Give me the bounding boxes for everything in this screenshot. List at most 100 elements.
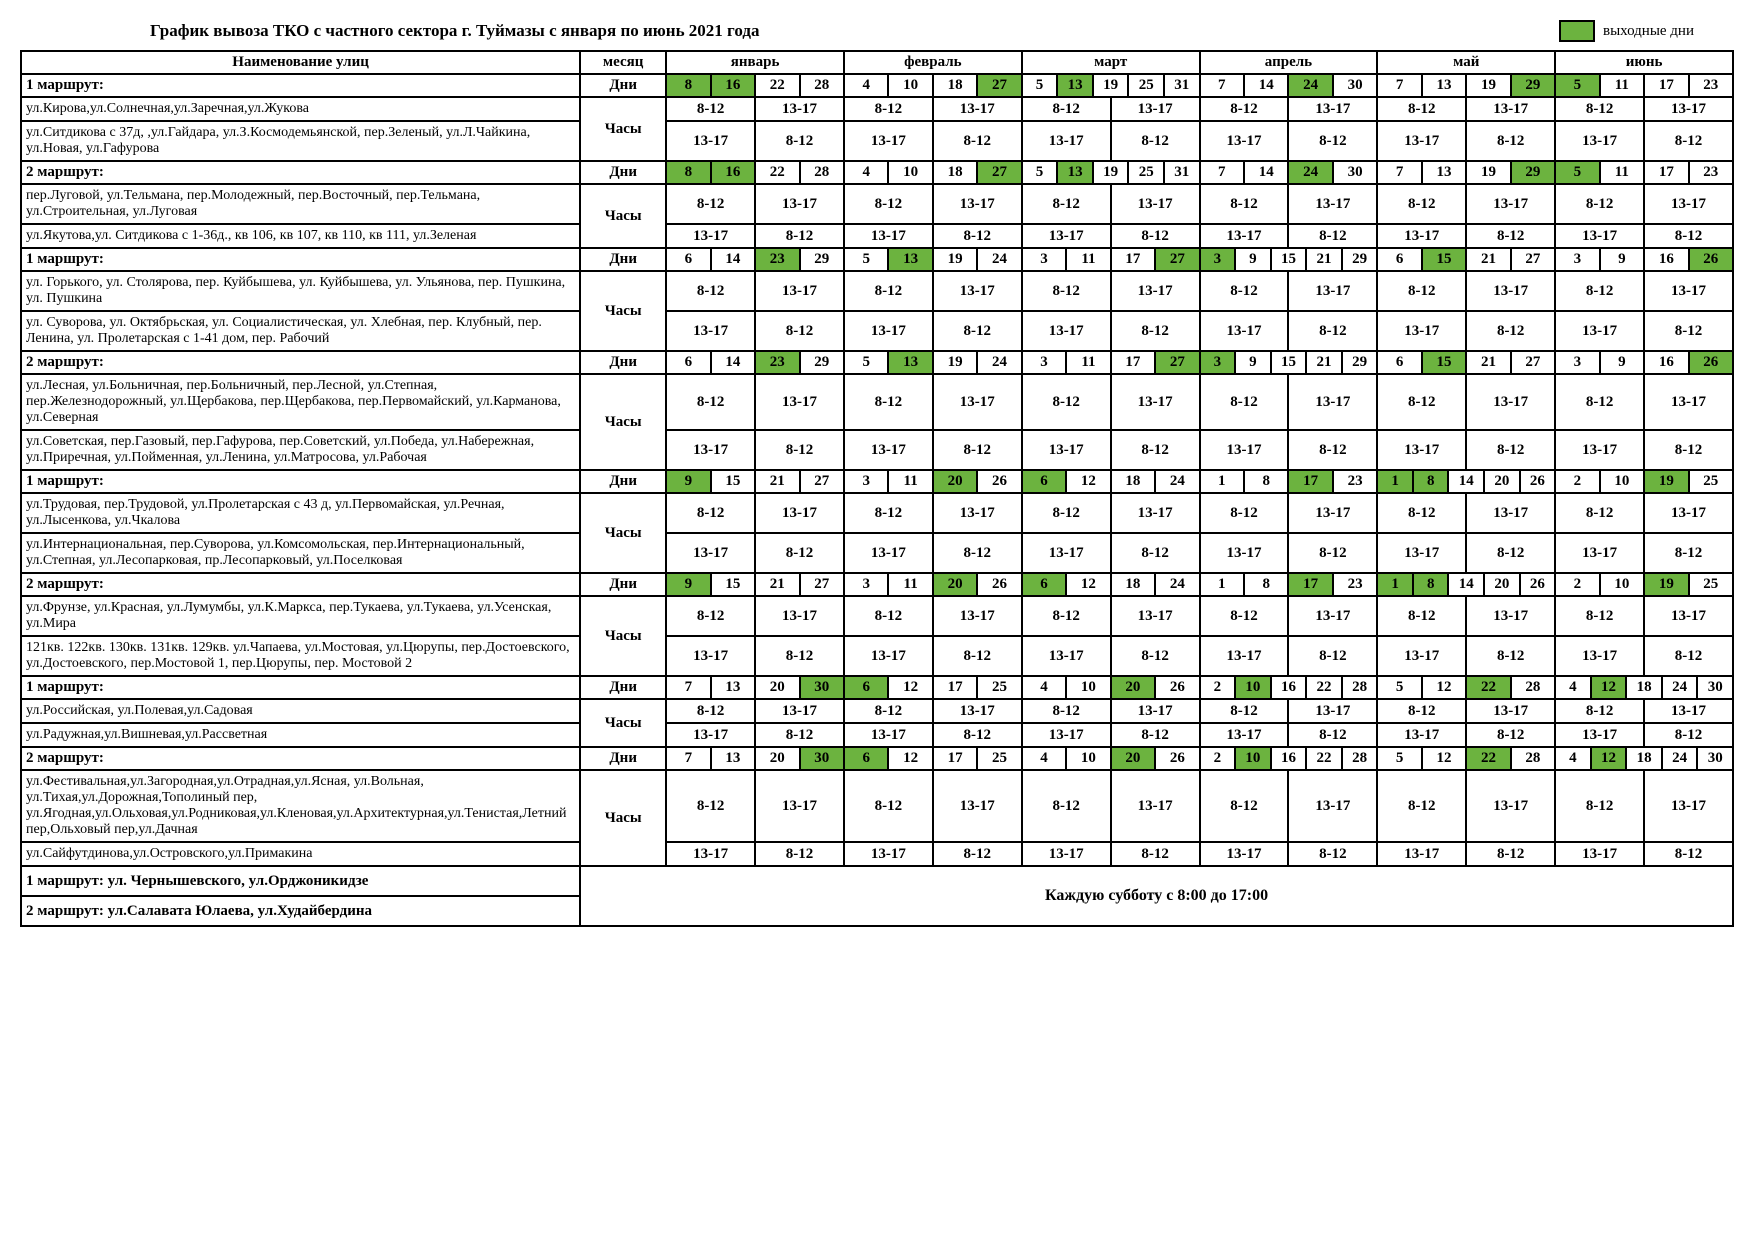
day-cell: 16 <box>712 75 756 96</box>
day-cell: 14 <box>1245 162 1289 183</box>
day-cell: 18 <box>934 75 978 96</box>
hours-cell: 13-17 <box>1200 842 1289 866</box>
hours-cell: 13-17 <box>1377 224 1466 248</box>
header-may: май <box>1377 51 1555 74</box>
day-cell: 3 <box>1556 352 1600 373</box>
days-label: Дни <box>580 248 666 271</box>
day-cell: 17 <box>1112 249 1156 270</box>
hours-cell: 13-17 <box>1555 224 1644 248</box>
day-cell: 18 <box>1627 748 1663 769</box>
day-cell: 29 <box>1343 249 1377 270</box>
hours-cell: 8-12 <box>1377 770 1466 842</box>
day-cell: 20 <box>756 677 800 698</box>
hours-cell: 13-17 <box>844 533 933 573</box>
hours-cell: 8-12 <box>844 770 933 842</box>
hours-cell: 13-17 <box>1111 699 1200 723</box>
day-cell: 4 <box>1556 748 1592 769</box>
day-cell: 31 <box>1165 75 1199 96</box>
hours-cell: 13-17 <box>1022 533 1111 573</box>
day-cell: 18 <box>934 162 978 183</box>
hours-cell: 13-17 <box>1200 430 1289 470</box>
day-cell: 7 <box>667 677 711 698</box>
day-cell: 30 <box>1698 677 1732 698</box>
day-cell: 5 <box>845 352 889 373</box>
hours-cell: 13-17 <box>1555 636 1644 676</box>
day-cell: 4 <box>1556 677 1592 698</box>
day-cell: 17 <box>934 677 978 698</box>
hours-cell: 13-17 <box>755 770 844 842</box>
day-cell: 18 <box>1112 574 1156 595</box>
hours-cell: 13-17 <box>1111 184 1200 224</box>
hours-cell: 13-17 <box>1644 596 1733 636</box>
day-cell: 23 <box>1690 162 1732 183</box>
day-cell: 24 <box>1289 162 1333 183</box>
day-cell: 16 <box>1645 249 1689 270</box>
days-group: 7131929 <box>1377 161 1555 184</box>
day-cell: 13 <box>889 249 933 270</box>
hours-cell: 8-12 <box>1022 374 1111 430</box>
hours-cell: 8-12 <box>844 271 933 311</box>
hours-cell: 13-17 <box>1377 842 1466 866</box>
day-cell: 27 <box>1156 249 1198 270</box>
day-cell: 14 <box>712 352 756 373</box>
days-group: 391626 <box>1555 351 1733 374</box>
day-cell: 19 <box>934 352 978 373</box>
hours-cell: 13-17 <box>1288 184 1377 224</box>
day-cell: 22 <box>756 75 800 96</box>
hours-cell: 8-12 <box>1466 224 1555 248</box>
hours-cell: 8-12 <box>1288 636 1377 676</box>
day-cell: 28 <box>1343 677 1377 698</box>
day-cell: 10 <box>1601 574 1645 595</box>
hours-cell: 8-12 <box>1644 723 1733 747</box>
day-cell: 14 <box>1449 574 1485 595</box>
days-group: 6152127 <box>1377 248 1555 271</box>
day-cell: 19 <box>1645 471 1689 492</box>
hours-cell: 13-17 <box>933 770 1022 842</box>
day-cell: 7 <box>667 748 711 769</box>
day-cell: 20 <box>1485 471 1521 492</box>
hours-cell: 13-17 <box>844 636 933 676</box>
hours-cell: 13-17 <box>1200 533 1289 573</box>
day-cell: 9 <box>667 574 711 595</box>
day-cell: 26 <box>978 574 1020 595</box>
hours-cell: 8-12 <box>755 723 844 747</box>
day-cell: 13 <box>712 748 756 769</box>
hours-cell: 13-17 <box>1644 770 1733 842</box>
day-cell: 5 <box>845 249 889 270</box>
day-cell: 17 <box>934 748 978 769</box>
hours-cell: 13-17 <box>1288 374 1377 430</box>
hours-cell: 8-12 <box>1555 770 1644 842</box>
hours-cell: 13-17 <box>933 493 1022 533</box>
hours-cell: 8-12 <box>844 699 933 723</box>
hours-cell: 13-17 <box>1466 699 1555 723</box>
hours-cell: 8-12 <box>1466 842 1555 866</box>
hours-cell: 8-12 <box>1022 596 1111 636</box>
day-cell: 24 <box>1289 75 1333 96</box>
day-cell: 15 <box>712 574 756 595</box>
streets-row: ул.Фрунзе, ул.Красная, ул.Лумумбы, ул.К.… <box>21 596 580 636</box>
day-cell: 25 <box>978 748 1020 769</box>
hours-cell: 13-17 <box>666 121 755 161</box>
hours-cell: 13-17 <box>666 311 755 351</box>
hours-cell: 8-12 <box>755 636 844 676</box>
hours-cell: 8-12 <box>755 224 844 248</box>
day-cell: 21 <box>1307 249 1343 270</box>
day-cell: 5 <box>1378 677 1422 698</box>
day-cell: 17 <box>1289 471 1333 492</box>
streets-row: ул.Фестивальная,ул.Загородная,ул.Отрадна… <box>21 770 580 842</box>
hours-cell: 8-12 <box>1466 636 1555 676</box>
day-cell: 6 <box>1378 352 1422 373</box>
day-cell: 11 <box>1067 249 1111 270</box>
day-cell: 1 <box>1378 471 1414 492</box>
hours-cell: 13-17 <box>1555 121 1644 161</box>
header-jan: январь <box>666 51 844 74</box>
days-group: 9152127 <box>666 470 844 493</box>
days-group: 6121725 <box>844 747 1022 770</box>
route-header: 1 маршрут: <box>21 248 580 271</box>
hours-cell: 13-17 <box>1111 271 1200 311</box>
day-cell: 14 <box>1245 75 1289 96</box>
day-cell: 6 <box>667 352 711 373</box>
hours-cell: 8-12 <box>1200 97 1289 121</box>
days-label: Дни <box>580 351 666 374</box>
days-label: Дни <box>580 573 666 596</box>
